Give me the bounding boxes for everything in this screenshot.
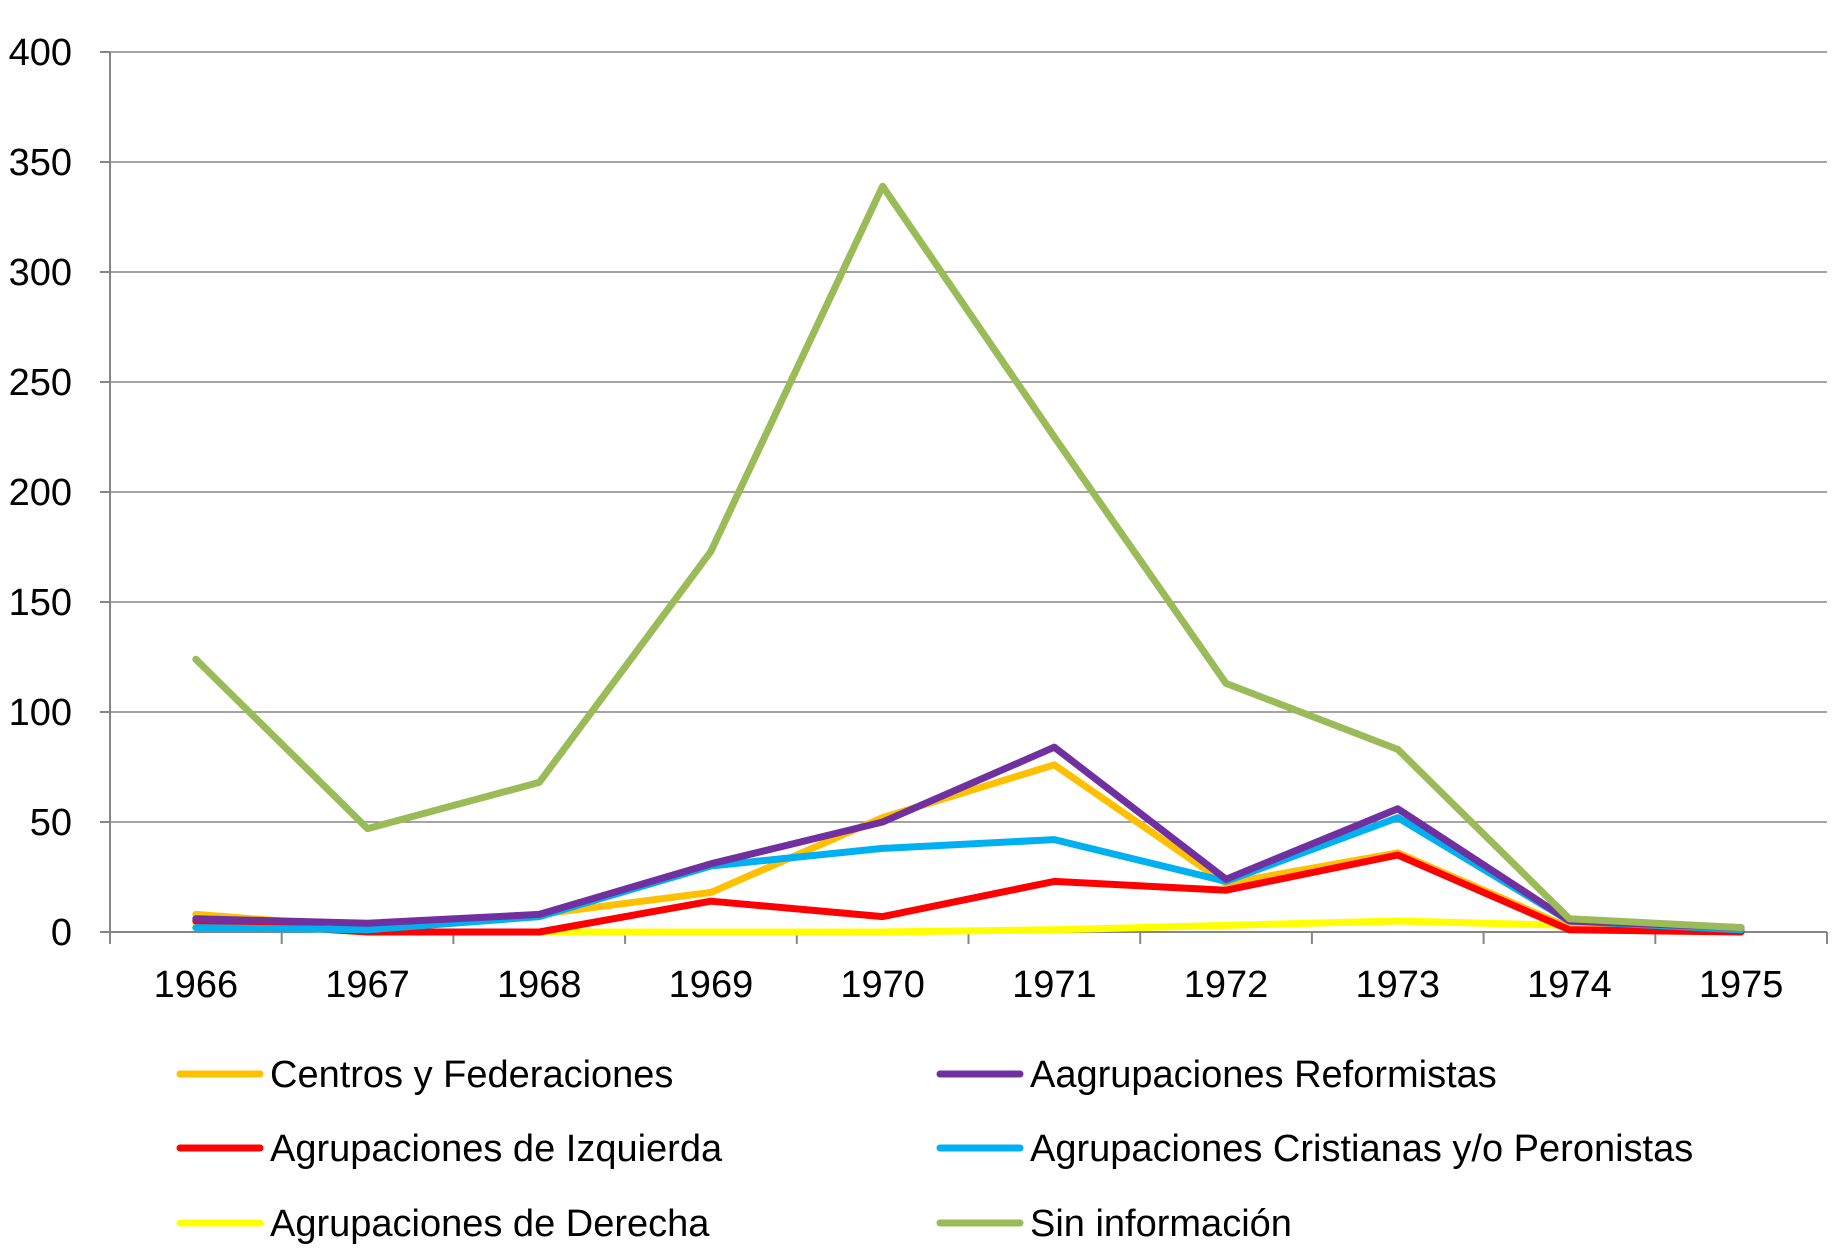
x-tick-label: 1974 xyxy=(1527,964,1612,1006)
series-line-6 xyxy=(192,182,1745,932)
x-tick-label: 1972 xyxy=(1184,964,1269,1006)
series-line-3 xyxy=(192,851,1745,936)
series-line-4 xyxy=(192,814,1745,934)
x-tick-label: 1969 xyxy=(669,964,754,1006)
legend-label: Agrupaciones Cristianas y/o Peronistas xyxy=(1030,1128,1693,1170)
x-tick-label: 1971 xyxy=(1012,964,1097,1006)
x-tick-label: 1968 xyxy=(497,964,582,1006)
legend-label: Sin información xyxy=(1030,1203,1292,1245)
y-tick-label: 350 xyxy=(9,142,72,184)
legend-label: Agrupaciones de Izquierda xyxy=(270,1128,723,1170)
y-tick-label: 400 xyxy=(9,32,72,74)
y-tick-label: 250 xyxy=(9,362,72,404)
series-line-2 xyxy=(192,743,1745,932)
y-tick-label: 100 xyxy=(9,692,72,734)
x-tick-label: 1967 xyxy=(325,964,410,1006)
x-tick-label: 1973 xyxy=(1355,964,1440,1006)
legend-label: Agrupaciones de Derecha xyxy=(270,1203,710,1245)
legend-label: Aagrupaciones Reformistas xyxy=(1030,1054,1497,1096)
y-tick-label: 200 xyxy=(9,472,72,514)
legend: Centros y Federaciones Aagrupaciones Refo… xyxy=(176,1054,1693,1245)
y-tick-label: 0 xyxy=(51,912,72,954)
x-tick-label: 1970 xyxy=(840,964,925,1006)
y-tick-label: 150 xyxy=(9,582,72,624)
legend-label: Centros y Federaciones xyxy=(270,1054,673,1096)
x-tick-label: 1966 xyxy=(154,964,239,1006)
y-tick-label: 300 xyxy=(9,252,72,294)
gridlines xyxy=(110,51,1827,823)
y-tick-label: 50 xyxy=(30,802,72,844)
x-tick-label: 1975 xyxy=(1699,964,1784,1006)
